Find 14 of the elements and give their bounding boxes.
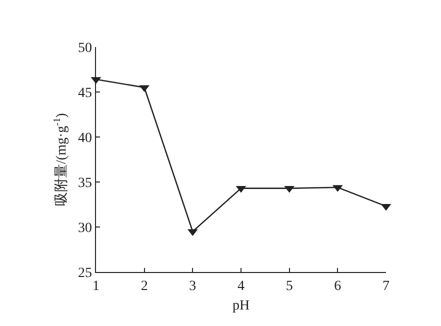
y-tick-label: 30 [78, 220, 92, 236]
x-tick-label: 1 [92, 278, 100, 294]
x-tick-label: 6 [334, 278, 342, 294]
x-tick-label: 4 [238, 278, 244, 294]
y-tick-label: 25 [78, 266, 92, 281]
y-tick-label: 35 [78, 176, 92, 191]
y-tick-label: 50 [78, 40, 92, 56]
x-tick-label: 7 [382, 278, 390, 294]
x-tick-label: 2 [140, 278, 148, 294]
y-tick-label: 45 [78, 86, 92, 101]
x-axis-title: pH [232, 298, 250, 314]
x-tick-label: 5 [286, 278, 293, 294]
x-tick-label: 3 [189, 278, 196, 294]
y-tick-label: 40 [78, 130, 92, 146]
